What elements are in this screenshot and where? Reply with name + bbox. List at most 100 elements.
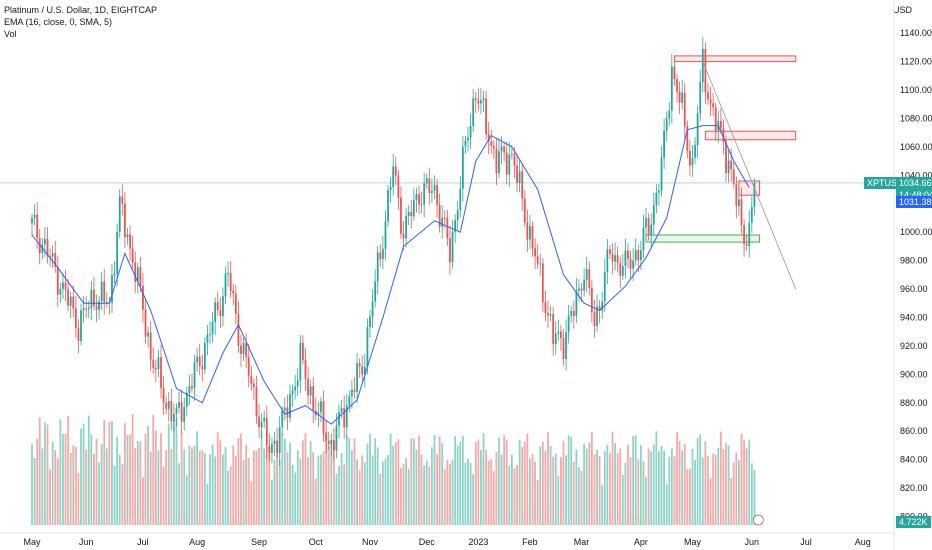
volume-bar xyxy=(663,450,665,525)
volume-bar xyxy=(683,443,686,525)
volume-bar xyxy=(82,423,85,525)
legend-title[interactable]: Platinum / U.S. Dollar, 1D, EIGHTCAP xyxy=(4,5,158,15)
volume-bar xyxy=(750,463,753,525)
legend-volume[interactable]: Vol xyxy=(4,29,17,39)
x-tick-label: Mar xyxy=(574,537,590,547)
volume-bar xyxy=(482,433,485,525)
volume-bar xyxy=(665,484,668,525)
volume-bar xyxy=(289,442,291,525)
price-scale-unit[interactable]: USD xyxy=(892,5,912,15)
candle-body xyxy=(459,188,462,211)
candle-body xyxy=(392,166,395,188)
candle-body xyxy=(441,217,444,227)
volume-bar xyxy=(485,449,487,525)
candle-body xyxy=(632,260,635,269)
y-tick-label: 880.00 xyxy=(900,398,928,408)
candle-body xyxy=(500,146,503,152)
volume-bar xyxy=(407,468,410,525)
candle-body xyxy=(304,360,307,379)
candle-body xyxy=(129,234,131,249)
candle-body xyxy=(260,421,263,428)
candle-body xyxy=(663,130,665,158)
candle-body xyxy=(165,402,168,409)
candle-body xyxy=(469,125,472,138)
volume-bar xyxy=(245,444,248,525)
candle-body xyxy=(271,444,273,453)
volume-bar xyxy=(725,443,727,525)
volume-bar xyxy=(126,434,129,525)
candle-body xyxy=(753,182,756,207)
volume-bar xyxy=(526,433,529,525)
candle-body xyxy=(379,252,382,260)
volume-bar xyxy=(113,465,116,525)
volume-bar xyxy=(369,433,371,525)
volume-bar xyxy=(397,439,400,525)
candle-body xyxy=(443,217,446,219)
volume-bar xyxy=(647,448,650,525)
volume-bar xyxy=(601,484,604,525)
candle-body xyxy=(740,199,743,226)
legend-indicator[interactable]: EMA (16, close, 0, SMA, 5) xyxy=(4,17,113,27)
candle-body xyxy=(523,198,526,223)
candle-body xyxy=(709,99,712,104)
candle-body xyxy=(402,233,405,239)
candle-body xyxy=(95,305,98,310)
candle-body xyxy=(374,281,377,302)
volume-bar xyxy=(394,442,397,525)
candle-body xyxy=(420,204,423,206)
candle-body xyxy=(59,288,62,295)
volume-bar xyxy=(593,454,596,525)
candle-body xyxy=(686,125,689,151)
candle-body xyxy=(175,407,178,414)
volume-bar xyxy=(167,423,170,525)
volume-bar xyxy=(616,453,619,525)
candle-body xyxy=(472,98,475,126)
candle-body xyxy=(616,255,619,263)
candle-body xyxy=(738,199,740,207)
candle-body xyxy=(518,171,521,183)
volume-bar xyxy=(144,433,147,525)
candle-body xyxy=(536,256,539,264)
candle-body xyxy=(154,367,157,370)
volume-bar xyxy=(260,431,263,525)
volume-bar xyxy=(541,441,544,525)
y-tick-label: 920.00 xyxy=(900,341,928,351)
candle-body xyxy=(560,331,562,338)
candle-body xyxy=(397,175,400,198)
x-tick-label: Apr xyxy=(634,537,648,547)
volume-bar xyxy=(340,453,343,525)
candle-body xyxy=(232,290,235,294)
candle-body xyxy=(160,357,162,388)
volume-bar xyxy=(294,472,297,525)
candle-body xyxy=(405,215,407,239)
volume-bar xyxy=(627,444,629,525)
x-tick-label: May xyxy=(684,537,702,547)
volume-bar xyxy=(304,433,307,525)
volume-bar xyxy=(477,439,480,525)
candle-body xyxy=(480,100,482,104)
candle-body xyxy=(624,250,627,267)
candle-body xyxy=(609,249,611,255)
candle-body xyxy=(689,150,691,166)
volume-bar xyxy=(201,450,204,525)
volume-bar xyxy=(410,438,413,525)
candle-body xyxy=(237,313,240,346)
x-tick-label: Feb xyxy=(522,537,538,547)
volume-bar xyxy=(258,447,260,525)
volume-bar xyxy=(242,460,245,525)
candle-body xyxy=(281,410,284,428)
candle-body xyxy=(62,282,64,289)
candle-body xyxy=(103,281,106,303)
volume-bar xyxy=(490,459,493,525)
candle-body xyxy=(585,269,588,280)
volume-bar xyxy=(552,456,555,525)
x-tick-label: Jun xyxy=(745,537,760,547)
candle-body xyxy=(485,98,487,135)
volume-bar xyxy=(402,463,405,525)
candle-body xyxy=(242,342,245,355)
candle-body xyxy=(345,405,348,428)
volume-bar xyxy=(681,450,684,525)
volume-bar xyxy=(534,461,536,525)
candle-body xyxy=(732,169,735,185)
